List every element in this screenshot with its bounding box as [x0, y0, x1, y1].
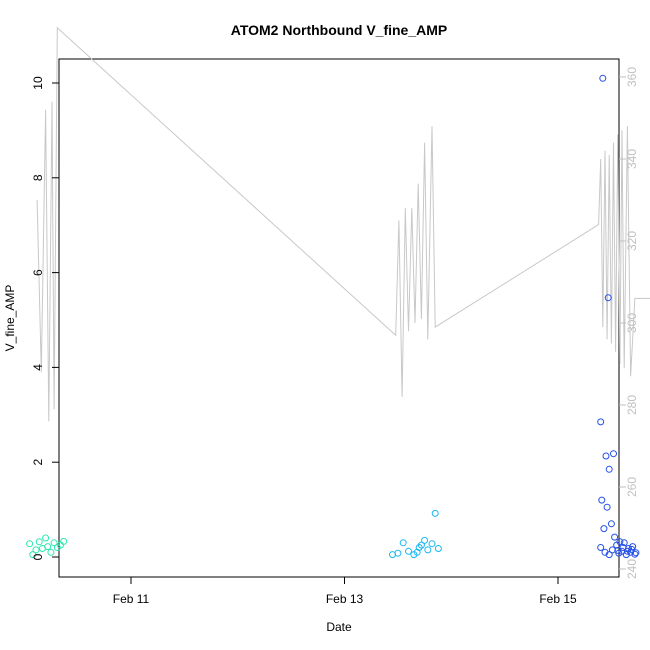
data-point	[399, 539, 407, 547]
data-point	[42, 534, 50, 542]
y-axis-label: V_fine_AMP	[3, 285, 17, 352]
x-axis-label: Date	[326, 620, 352, 634]
chart-title: ATOM2 Northbound V_fine_AMP	[231, 22, 447, 38]
data-point	[603, 503, 611, 511]
data-point	[605, 551, 613, 559]
y-left-tick-label: 6	[31, 269, 45, 276]
data-point	[600, 525, 608, 533]
data-point	[597, 544, 605, 551]
y-left-axis-ticks: 0 2 4 6 8 10	[31, 76, 59, 560]
y-right-tick-label: 260	[625, 477, 639, 497]
x-tick-label: Feb 11	[113, 592, 150, 606]
data-point	[608, 546, 616, 554]
data-point	[421, 536, 429, 544]
voltage-line	[36, 26, 650, 422]
data-point	[29, 551, 37, 559]
data-point	[424, 546, 432, 554]
y-right-tick-label: 240	[625, 559, 639, 579]
x-tick-label: Feb 13	[326, 592, 364, 606]
data-point	[597, 418, 605, 426]
y-right-tick-label: 280	[625, 395, 639, 415]
data-point	[623, 547, 631, 555]
data-point	[26, 540, 34, 548]
data-point	[428, 540, 436, 548]
data-point	[619, 544, 627, 551]
data-point	[35, 538, 43, 546]
data-point	[598, 496, 606, 504]
data-point	[50, 539, 58, 547]
y-right-tick-label: 300	[625, 313, 639, 333]
data-point	[628, 545, 636, 553]
data-point	[417, 541, 425, 549]
data-point	[601, 548, 609, 556]
data-point	[47, 548, 55, 556]
y-right-tick-label: 340	[625, 149, 639, 169]
y-left-tick-label: 10	[31, 76, 45, 90]
data-point	[610, 450, 617, 458]
y-left-tick-label: 4	[31, 364, 45, 371]
data-point	[599, 74, 607, 82]
data-point	[605, 465, 613, 473]
data-point	[60, 537, 68, 545]
data-point	[614, 546, 622, 554]
y-right-axis-ticks: 240 260 280 300 320 340 360	[619, 67, 639, 579]
data-point	[415, 544, 423, 551]
data-point	[602, 452, 610, 460]
data-point	[604, 294, 612, 302]
data-point	[431, 509, 439, 517]
data-point	[611, 533, 619, 541]
y-left-tick-label: 2	[31, 459, 45, 466]
y-right-tick-label: 320	[625, 231, 639, 251]
data-point	[44, 543, 52, 551]
data-point	[632, 549, 640, 557]
voltage-line-layer	[36, 26, 650, 422]
y-right-tick-label: 360	[625, 67, 639, 87]
data-point	[32, 546, 40, 554]
data-point	[631, 550, 639, 558]
data-point	[607, 520, 615, 528]
data-point	[434, 545, 442, 552]
data-point	[618, 547, 626, 555]
data-point	[405, 547, 412, 555]
data-point	[613, 541, 621, 549]
data-point	[620, 539, 628, 547]
data-point	[394, 549, 402, 557]
data-points-layer	[26, 74, 640, 559]
x-tick-label: Feb 15	[539, 592, 577, 606]
y-left-tick-label: 0	[31, 553, 45, 560]
y-left-tick-label: 8	[31, 174, 45, 181]
